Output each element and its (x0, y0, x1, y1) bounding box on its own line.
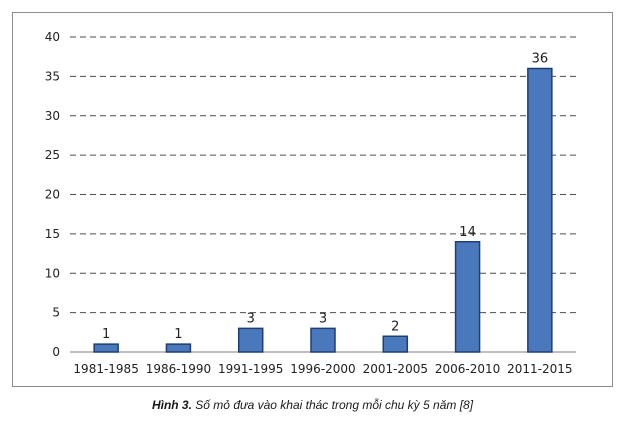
data-label: 14 (459, 225, 476, 240)
bar (165, 343, 192, 353)
grid-lines (70, 36, 576, 314)
y-tick-label: 40 (45, 30, 60, 44)
bar (310, 327, 336, 353)
x-tick-label: 1991-1995 (218, 362, 283, 376)
bar (237, 327, 264, 353)
x-tick-labels: 1981-1985 1986-1990 1991-1995 1996-2000 2001… (73, 362, 572, 376)
x-tick-label: 2011-2015 (507, 362, 572, 376)
y-tick-label: 5 (52, 306, 60, 320)
bar (454, 241, 481, 353)
y-tick-label: 10 (45, 266, 60, 280)
bar (93, 343, 119, 353)
x-tick-label: 1996-2000 (290, 362, 355, 376)
y-tick-label: 35 (45, 69, 60, 83)
x-tick-label: 1981-1985 (73, 362, 138, 376)
bar-chart: 0 5 10 15 20 25 30 35 40 1 1 3 3 2 14 36 1981-1985 1986… (45, 30, 576, 376)
bars (93, 67, 553, 353)
bar (527, 67, 553, 353)
caption-text: Số mỏ đưa vào khai thác trong mỗi chu kỳ… (195, 398, 474, 412)
y-tick-label: 15 (45, 227, 60, 241)
y-tick-label: 30 (45, 109, 60, 123)
x-tick-label: 1986-1990 (146, 362, 211, 376)
data-label: 3 (319, 311, 327, 326)
y-tick-labels: 0 5 10 15 20 25 30 35 40 (45, 30, 60, 359)
data-label: 36 (532, 52, 549, 67)
figure-caption: Hình 3. Số mỏ đưa vào khai thác trong mỗ… (0, 398, 625, 412)
y-tick-label: 0 (52, 345, 60, 359)
caption-label: Hình 3. (151, 398, 192, 412)
y-tick-label: 25 (45, 148, 60, 162)
data-labels: 1 1 3 3 2 14 36 (102, 52, 548, 343)
data-label: 1 (102, 327, 110, 342)
data-label: 3 (247, 311, 255, 326)
data-label: 1 (174, 327, 182, 342)
x-tick-label: 2001-2005 (363, 362, 428, 376)
x-tick-label: 2006-2010 (435, 362, 500, 376)
y-tick-label: 20 (45, 188, 60, 202)
bar (382, 335, 409, 353)
data-label: 2 (391, 319, 399, 334)
figure-frame (12, 12, 613, 387)
